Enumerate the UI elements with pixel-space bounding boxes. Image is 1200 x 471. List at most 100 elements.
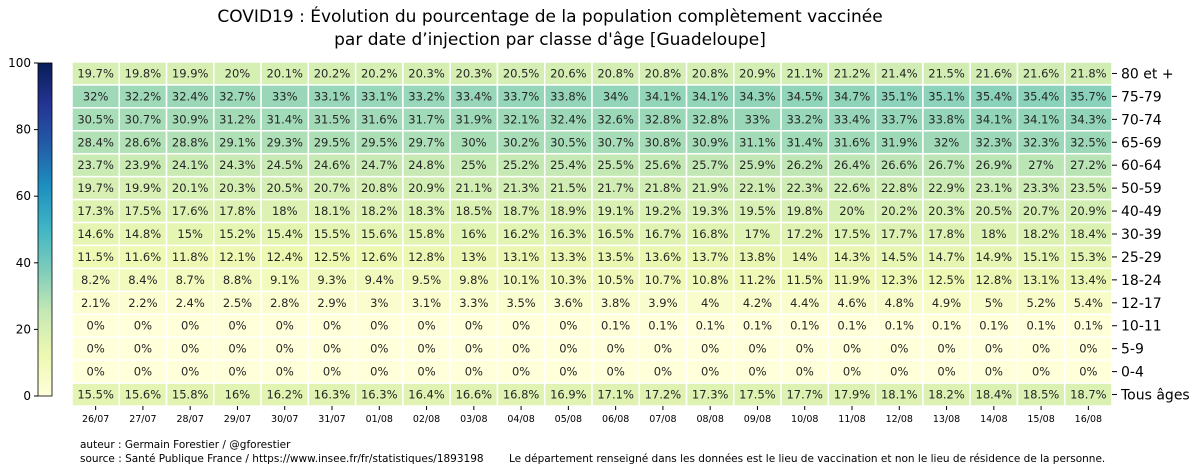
cell-value-label: 9.4%	[365, 273, 394, 287]
cell-value-label: 11.8%	[172, 250, 209, 264]
cell-value-label: 20.9%	[408, 181, 445, 195]
y-axis-labels: 80 et + 75-79 70-74 65-69 60-64 50-59 40-49 30-…	[1112, 66, 1190, 404]
cell-value-label: 0.1%	[743, 319, 772, 333]
cell-value-label: 33.2%	[408, 89, 445, 103]
cell-value-label: 27.2%	[1070, 158, 1107, 172]
cell-value-label: 0%	[1032, 365, 1050, 379]
colorbar-tick-label: 80	[16, 123, 31, 137]
cell-value-label: 16.9%	[550, 388, 587, 402]
cell-value-label: 32.8%	[645, 112, 682, 126]
cell-value-label: 0%	[87, 365, 105, 379]
cell-value-label: 19.2%	[645, 204, 682, 218]
cell-value-label: 25.7%	[692, 158, 729, 172]
cell-value-label: 0%	[323, 342, 341, 356]
cell-value-label: 30.7%	[597, 135, 634, 149]
cell-value-label: 20.5%	[266, 181, 303, 195]
y-tick-label: 30-39	[1121, 227, 1162, 243]
footer-source: source : Santé Publique France / https:/…	[80, 453, 484, 465]
cell-value-label: 18.3%	[408, 204, 445, 218]
cell-value-label: 12.4%	[266, 250, 303, 264]
cell-value-label: 3%	[370, 296, 388, 310]
cell-value-label: 31.6%	[361, 112, 398, 126]
cell-value-label: 3.5%	[506, 296, 535, 310]
cell-value-label: 8.4%	[128, 273, 157, 287]
cell-value-label: 22.8%	[881, 181, 918, 195]
cell-value-label: 0%	[654, 365, 672, 379]
cell-value-label: 15.8%	[408, 227, 445, 241]
cell-value-label: 11.6%	[125, 250, 162, 264]
cell-value-label: 13.7%	[692, 250, 729, 264]
cell-value-label: 34.1%	[692, 89, 729, 103]
cell-value-label: 19.3%	[692, 204, 729, 218]
cell-value-label: 13%	[461, 250, 487, 264]
cell-value-label: 30%	[461, 135, 487, 149]
x-tick-label: 16/08	[1075, 414, 1102, 425]
x-tick-label: 05/08	[555, 414, 582, 425]
cell-value-label: 17.9%	[834, 388, 871, 402]
cell-value-label: 0%	[701, 342, 719, 356]
cell-value-label: 11.5%	[77, 250, 114, 264]
cell-value-label: 0%	[465, 319, 483, 333]
cell-value-label: 0%	[181, 365, 199, 379]
cell-value-label: 19.7%	[77, 66, 114, 80]
cell-value-label: 0%	[607, 365, 625, 379]
cell-value-label: 15.8%	[172, 388, 209, 402]
cell-value-label: 13.4%	[1070, 273, 1107, 287]
cell-value-label: 35.1%	[881, 89, 918, 103]
cell-value-label: 0%	[843, 342, 861, 356]
cell-value-label: 4.4%	[790, 296, 819, 310]
cell-value-label: 18.7%	[503, 204, 540, 218]
cell-value-label: 29.7%	[408, 135, 445, 149]
cell-value-label: 24.8%	[408, 158, 445, 172]
cell-value-label: 0%	[890, 342, 908, 356]
cell-value-label: 17.7%	[881, 227, 918, 241]
cell-value-label: 5.4%	[1074, 296, 1103, 310]
cell-value-label: 34.1%	[976, 112, 1013, 126]
cell-value-label: 0%	[87, 342, 105, 356]
cell-value-label: 20.1%	[172, 181, 209, 195]
cell-value-label: 0%	[937, 342, 955, 356]
x-tick-label: 06/08	[602, 414, 629, 425]
cell-value-label: 0%	[134, 319, 152, 333]
cell-value-label: 30.5%	[550, 135, 587, 149]
cell-value-label: 0%	[87, 319, 105, 333]
cell-value-label: 23.3%	[1023, 181, 1060, 195]
cell-value-label: 12.1%	[219, 250, 256, 264]
cell-value-label: 32.6%	[597, 112, 634, 126]
colorbar-tick-label: 20	[16, 322, 31, 336]
cell-value-label: 0%	[134, 342, 152, 356]
cell-value-label: 0%	[1079, 365, 1097, 379]
cell-value-label: 32.8%	[692, 112, 729, 126]
y-tick-label: 40-49	[1121, 204, 1162, 220]
colorbar-tick-label: 0	[23, 389, 31, 403]
cell-value-label: 12.8%	[408, 250, 445, 264]
cell-value-label: 17%	[745, 227, 771, 241]
cell-value-label: 2.1%	[81, 296, 110, 310]
cell-value-label: 19.8%	[786, 204, 823, 218]
cell-value-label: 17.3%	[77, 204, 114, 218]
cell-value-label: 15.6%	[361, 227, 398, 241]
cell-value-label: 14.9%	[976, 250, 1013, 264]
cell-value-label: 17.5%	[125, 204, 162, 218]
cell-value-label: 0%	[512, 319, 530, 333]
cell-value-label: 23.5%	[1070, 181, 1107, 195]
cell-value-label: 3.6%	[554, 296, 583, 310]
cell-value-label: 11.2%	[739, 273, 776, 287]
cell-value-label: 19.7%	[77, 181, 114, 195]
cell-value-label: 20.8%	[597, 66, 634, 80]
cell-value-label: 20.5%	[976, 204, 1013, 218]
x-tick-label: 02/08	[413, 414, 440, 425]
x-tick-label: 15/08	[1027, 414, 1054, 425]
cell-value-label: 0%	[323, 319, 341, 333]
cell-value-label: 16.2%	[503, 227, 540, 241]
cell-value-label: 28.6%	[125, 135, 162, 149]
cell-value-label: 33.4%	[834, 112, 871, 126]
cell-value-label: 26.9%	[976, 158, 1013, 172]
cell-value-label: 25.4%	[550, 158, 587, 172]
cell-value-label: 9.8%	[459, 273, 488, 287]
cell-value-label: 34.1%	[1023, 112, 1060, 126]
cell-value-label: 26.7%	[928, 158, 965, 172]
cell-value-label: 16%	[225, 388, 251, 402]
x-tick-label: 26/07	[82, 414, 109, 425]
cell-value-label: 19.9%	[125, 181, 162, 195]
